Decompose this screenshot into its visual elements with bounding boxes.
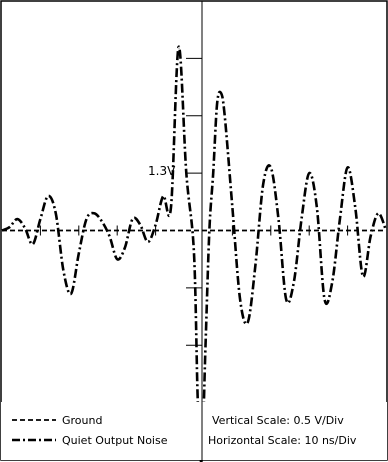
traces [1,45,388,462]
annotation-1-3v: 1.3V [148,164,176,178]
legend-box [1,402,387,460]
vertical-scale-label: Vertical Scale: 0.5 V/Div [212,414,344,427]
series-quiet-output-noise-line [1,45,388,462]
legend-noise-label: Quiet Output Noise [62,434,168,447]
legend-ground-label: Ground [62,414,102,427]
horizontal-scale-label: Horizontal Scale: 10 ns/Div [208,434,357,447]
